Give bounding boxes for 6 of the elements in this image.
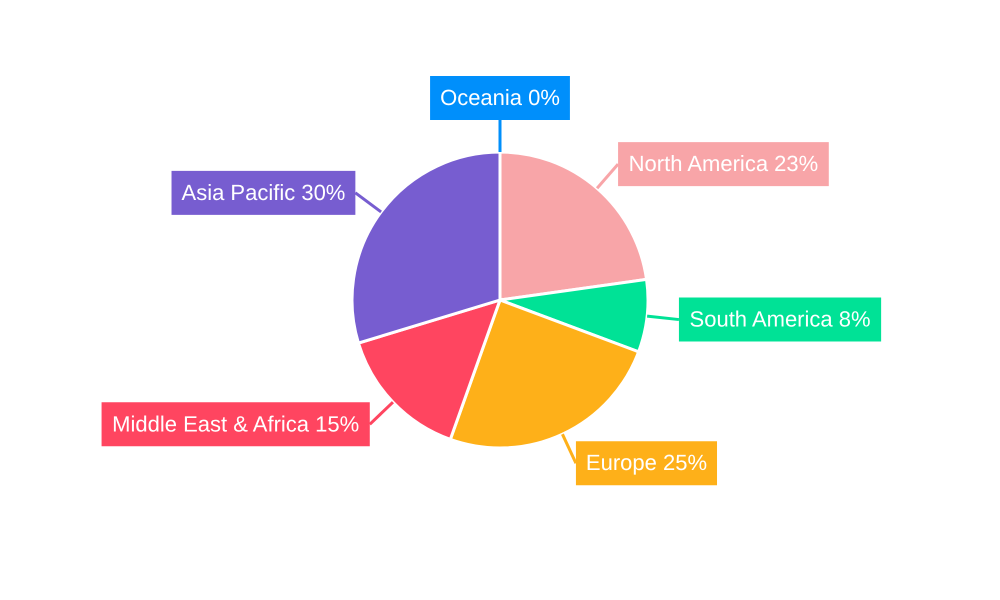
slice-label: South America 8%	[690, 306, 871, 332]
slice-label: North America 23%	[628, 151, 818, 176]
category-label: Oceania 0%	[440, 85, 560, 110]
slice-label: Europe 25%	[586, 450, 708, 476]
slice-label: Middle East & Africa 15%	[112, 411, 360, 436]
slice-label: Asia Pacific 30%	[182, 180, 346, 205]
